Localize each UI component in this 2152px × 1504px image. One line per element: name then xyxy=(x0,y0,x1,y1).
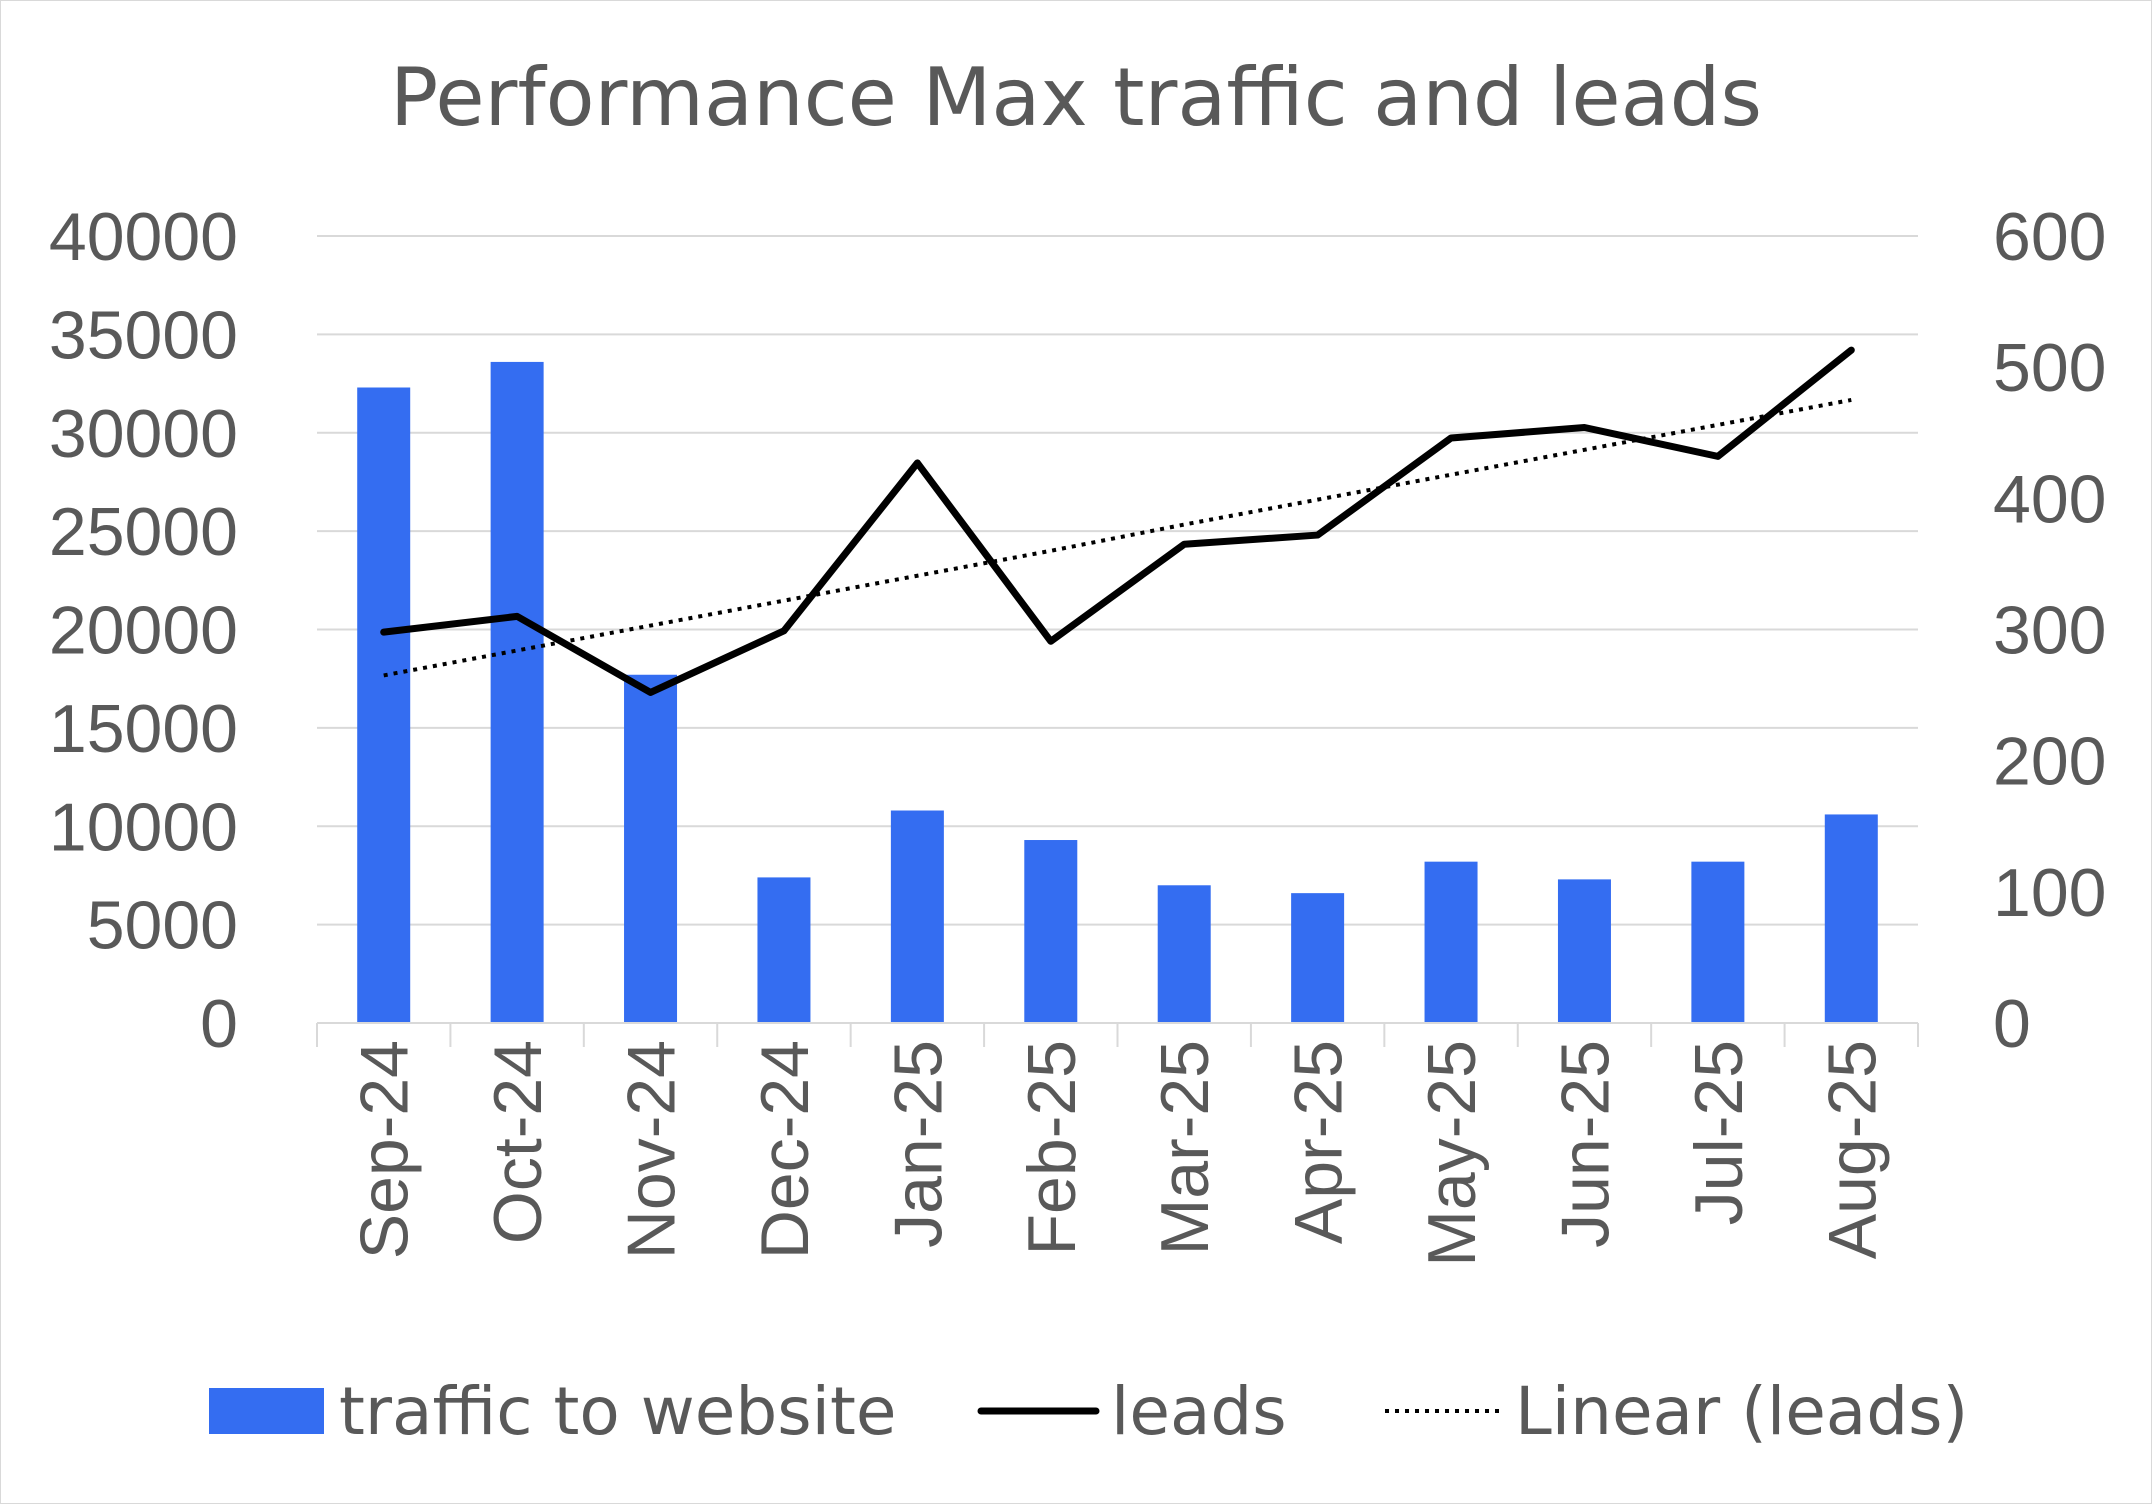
y-left-tick-label: 0 xyxy=(200,986,238,1062)
bar-series xyxy=(357,361,1878,1023)
chart-title: Performance Max traffic and leads xyxy=(390,51,1762,144)
x-tick-label: Aug-25 xyxy=(1814,1040,1890,1259)
y-right-tick-label: 400 xyxy=(1993,461,2106,537)
bar-traffic-mar-25 xyxy=(1157,885,1211,1023)
x-tick-label: Mar-25 xyxy=(1147,1040,1223,1255)
y-left-tick-label: 30000 xyxy=(49,396,238,472)
x-tick-label: May-25 xyxy=(1414,1040,1490,1267)
y-right-tick-label: 0 xyxy=(1993,986,2031,1062)
x-tick-label: Jul-25 xyxy=(1681,1040,1757,1225)
legend: traffic to website leads Linear (leads) xyxy=(209,1373,1968,1450)
x-tick-label: Oct-24 xyxy=(480,1040,556,1244)
x-tick-label: Jun-25 xyxy=(1547,1040,1623,1248)
legend-swatch-traffic xyxy=(209,1388,324,1434)
y-right-tick-label: 200 xyxy=(1993,724,2106,800)
legend-label-linear-leads: Linear (leads) xyxy=(1515,1373,1968,1450)
bar-traffic-apr-25 xyxy=(1291,893,1345,1023)
bar-traffic-may-25 xyxy=(1424,861,1478,1023)
gridlines xyxy=(317,235,1918,926)
x-tick-label: Apr-25 xyxy=(1281,1040,1357,1244)
x-tick-label: Sep-24 xyxy=(347,1040,423,1259)
bar-traffic-feb-25 xyxy=(1024,840,1078,1023)
bar-traffic-jul-25 xyxy=(1691,861,1745,1023)
x-tick-label: Jan-25 xyxy=(880,1040,956,1248)
y-left-tick-label: 20000 xyxy=(49,593,238,669)
x-tick-label: Dec-24 xyxy=(747,1040,823,1259)
bar-traffic-sep-24 xyxy=(357,387,411,1023)
y-left-tick-label: 40000 xyxy=(49,199,238,275)
y-right-tick-label: 100 xyxy=(1993,855,2106,931)
y-left-tick-label: 35000 xyxy=(49,297,238,373)
legend-label-leads: leads xyxy=(1111,1373,1287,1450)
x-axis: Sep-24 Oct-24 Nov-24 Dec-24 Jan-25 Feb-25 Mar-… xyxy=(316,1022,1919,1267)
trendline-linear-leads xyxy=(383,397,1852,678)
y-right-tick-label: 500 xyxy=(1993,330,2106,406)
y-left-tick-label: 10000 xyxy=(49,789,238,865)
legend-label-traffic: traffic to website xyxy=(339,1373,896,1450)
y-axis-left: 0 5000 10000 15000 20000 25000 30000 35000 40000 xyxy=(49,199,238,1062)
bar-traffic-oct-24 xyxy=(490,361,544,1023)
bar-traffic-jun-25 xyxy=(1557,879,1611,1023)
x-tick-label: Nov-24 xyxy=(614,1040,690,1259)
line-leads xyxy=(380,346,1855,696)
line-series xyxy=(380,346,1855,696)
y-right-tick-label: 600 xyxy=(1993,199,2106,275)
bar-traffic-jan-25 xyxy=(890,810,944,1023)
y-left-tick-label: 25000 xyxy=(49,494,238,570)
y-right-tick-label: 300 xyxy=(1993,593,2106,669)
bar-traffic-nov-24 xyxy=(624,674,678,1023)
y-axis-right: 0 100 200 300 400 500 600 xyxy=(1993,199,2106,1062)
bar-traffic-aug-25 xyxy=(1824,814,1878,1023)
x-tick-label: Feb-25 xyxy=(1014,1040,1090,1255)
y-left-tick-label: 15000 xyxy=(49,691,238,767)
y-left-tick-label: 5000 xyxy=(87,888,238,964)
bar-traffic-dec-24 xyxy=(757,877,811,1023)
